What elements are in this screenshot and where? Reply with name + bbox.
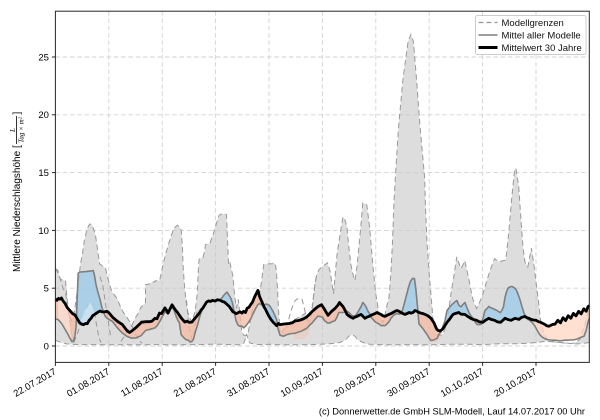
svg-text:(c) Donnerwetter.de GmbH SLM-M: (c) Donnerwetter.de GmbH SLM-Modell, Lau…	[319, 407, 585, 417]
svg-text:5: 5	[44, 284, 49, 295]
svg-text:Mittel aller Modelle: Mittel aller Modelle	[502, 30, 581, 41]
svg-text:10: 10	[38, 226, 49, 237]
svg-text:Mittlere Niederschlagshöhe [: Mittlere Niederschlagshöhe [	[12, 145, 23, 272]
svg-text:20: 20	[38, 110, 49, 121]
svg-text:Mittelwert 30 Jahre: Mittelwert 30 Jahre	[502, 43, 582, 54]
svg-text:25: 25	[38, 52, 49, 63]
svg-text:L: L	[9, 128, 17, 133]
svg-text:15: 15	[38, 168, 49, 179]
svg-text:0: 0	[44, 341, 49, 352]
svg-text:Modellgrenzen: Modellgrenzen	[502, 18, 564, 29]
svg-text:]: ]	[12, 112, 23, 115]
svg-text:Tag × m²: Tag × m²	[18, 116, 26, 143]
